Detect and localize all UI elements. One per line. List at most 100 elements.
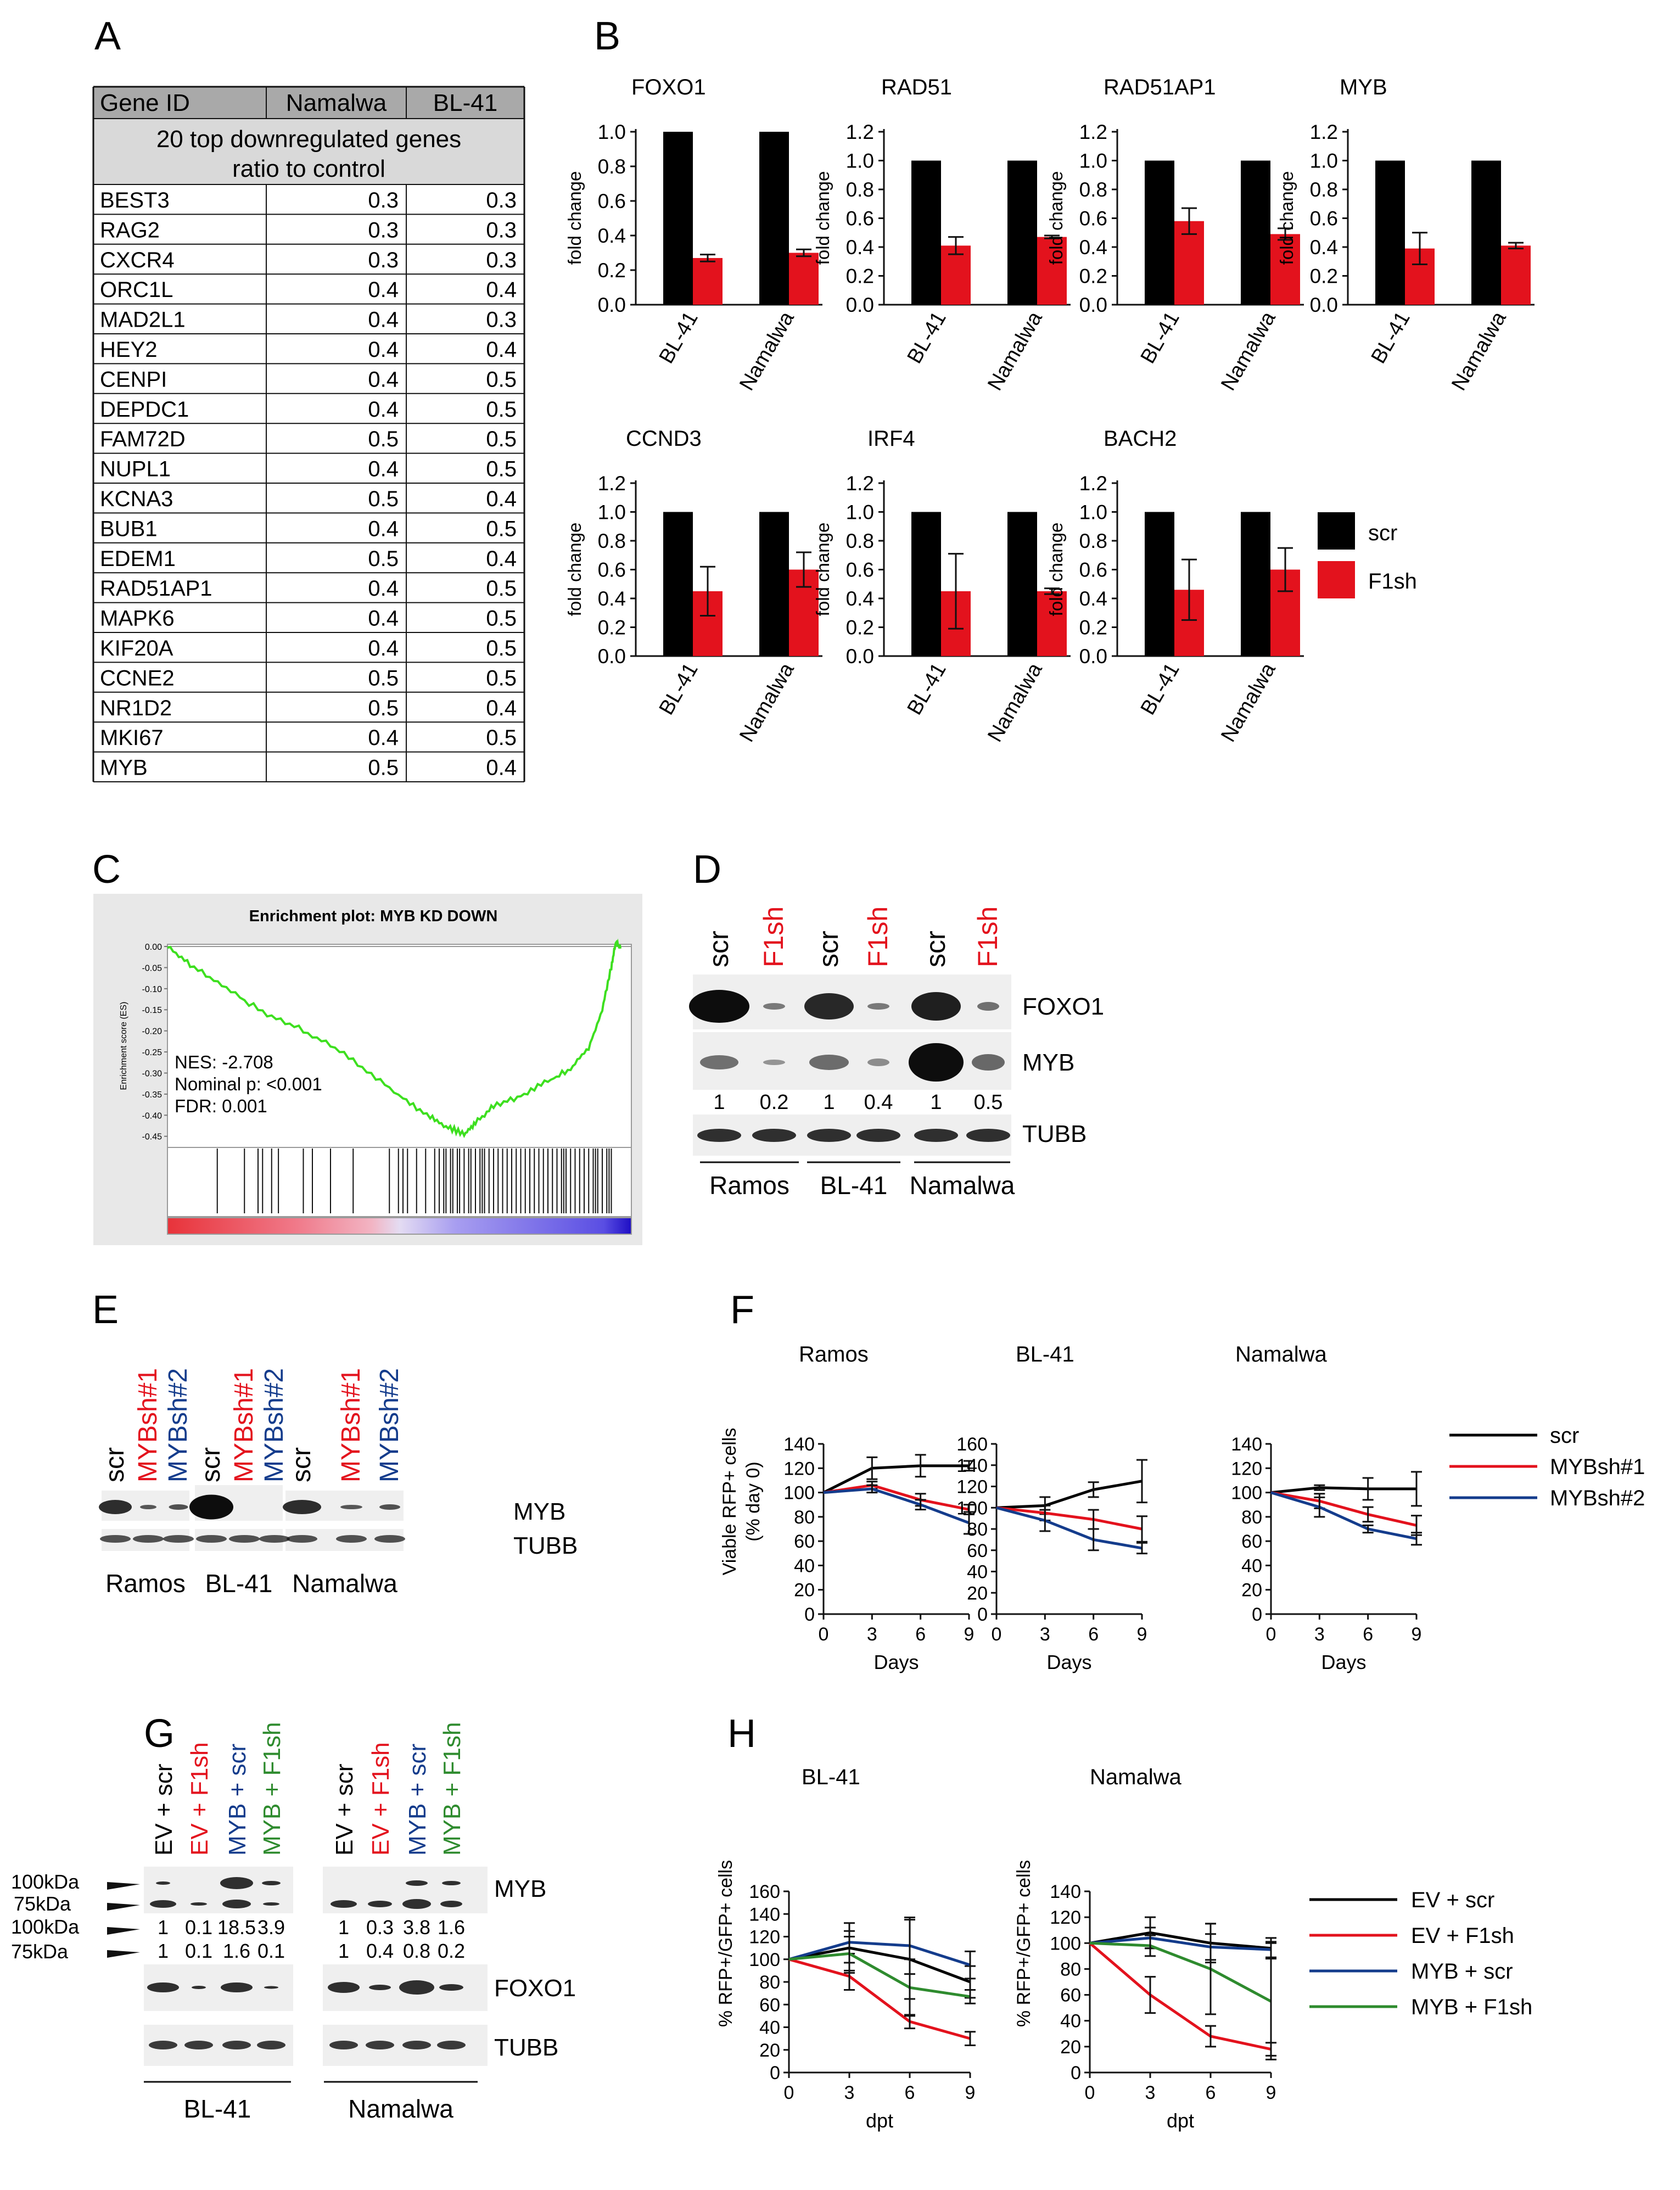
gsea-y-ticks: 0.00 -0.05 -0.10 -0.15 -0.20 -0.25 -0.30 -0.35 -… — [142, 943, 167, 1142]
blot-label-tubb: TUBB — [1022, 1121, 1087, 1147]
band-myb — [809, 1055, 849, 1070]
quant-100kda: 1.6 — [438, 1916, 465, 1939]
band-foxo1 — [369, 1985, 391, 1990]
chart-ylabel: fold change — [1046, 523, 1066, 617]
table-cell-gene: ORC1L — [100, 278, 173, 302]
bar-f1sh — [1174, 221, 1204, 305]
chart-y-tick-label: 100 — [783, 1483, 815, 1504]
chart-x-tick-label: 3 — [1145, 2082, 1156, 2103]
legend-label: MYBsh#2 — [1550, 1486, 1645, 1510]
chart-y-tick-label: 0 — [770, 2063, 780, 2083]
panel-g-western-blot: EV + scr EV + F1sh MYB + scr MYB + F1sh EV +… — [11, 1722, 576, 2123]
chart-x-tick-label: 6 — [1088, 1624, 1099, 1645]
chart-y-tick-label: 100 — [1050, 1933, 1081, 1954]
g-size-label-100-quant: 100kDa — [11, 1915, 80, 1938]
lane-label: scr — [287, 1447, 316, 1482]
bar-chart-irf4: IRF4 fold change 0.0 0.2 0.4 0.6 0.8 1.0 1.2 BL-4… — [813, 427, 1071, 746]
band-myb — [169, 1504, 188, 1510]
table-cell-namalwa: 0.5 — [368, 756, 399, 780]
chart-x-tick-label: Namalwa — [983, 659, 1047, 746]
bar-chart-rad51: RAD51 fold change 0.0 0.2 0.4 0.6 0.8 1.0 1.2 BL-… — [813, 75, 1071, 395]
chart-y-tick-label: 1.2 — [1310, 121, 1338, 143]
chart-y-tick-label: 0.0 — [598, 294, 626, 316]
panel-letter-c: C — [92, 848, 121, 892]
table-cell-bl41: 0.4 — [486, 756, 517, 780]
chart-y-tick-label: 0.0 — [1310, 294, 1338, 316]
gsea-fdr: FDR: 0.001 — [175, 1096, 267, 1116]
chart-y-tick-label: 160 — [956, 1434, 988, 1455]
chart-x-tick-label: 0 — [992, 1624, 1002, 1645]
chart-y-tick-label: 120 — [1050, 1907, 1081, 1928]
band-tubb — [336, 1535, 367, 1543]
quant-75kda: 0.1 — [185, 1940, 212, 1962]
table-header-bg — [93, 87, 524, 119]
chart-x-tick-label: BL-41 — [903, 308, 951, 368]
table-cell-bl41: 0.5 — [486, 457, 517, 481]
band-myb-75kda — [222, 1900, 251, 1908]
lane-label: F1sh — [758, 906, 789, 967]
lane-label: F1sh — [863, 906, 893, 967]
band-myb-75kda — [331, 1900, 357, 1908]
table-cell-gene: BUB1 — [100, 517, 158, 541]
chart-y-tick-label: 0.8 — [1310, 178, 1338, 201]
chart-y-tick-label: 60 — [967, 1541, 988, 1561]
table-row: MYB 0.5 0.4 — [100, 756, 517, 780]
legend-scr-swatch — [1318, 512, 1355, 550]
band-myb — [909, 1043, 964, 1082]
chart-x-tick-label: Namalwa — [1447, 307, 1511, 395]
lane-label: F1sh — [972, 906, 1003, 967]
table-cell-gene: MKI67 — [100, 726, 164, 750]
chart-y-tick-label: 0.4 — [598, 225, 626, 247]
band-foxo1 — [147, 1982, 179, 1992]
table-row: RAG2 0.3 0.3 — [100, 218, 517, 242]
chart-ylabel: fold change — [564, 523, 585, 617]
gsea-es-curve — [167, 938, 621, 1139]
series-line-scr — [996, 1480, 1143, 1509]
table-cell-namalwa: 0.4 — [368, 278, 399, 302]
bar-f1sh — [1501, 245, 1531, 305]
chart-y-tick-label: 0 — [1252, 1604, 1262, 1625]
table-row: NUPL1 0.4 0.5 — [100, 457, 517, 481]
band-foxo1 — [264, 1986, 278, 1989]
chart-y-tick-label: 60 — [759, 1995, 780, 2015]
bar-scr — [1471, 160, 1501, 305]
chart-y-tick-label: 120 — [956, 1477, 988, 1498]
chart-y-tick-label: 20 — [1241, 1580, 1262, 1601]
table-subheader-line1: 20 top downregulated genes — [156, 126, 461, 153]
chart-y-tick-label: 100 — [749, 1950, 780, 1970]
table-cell-gene: MYB — [100, 756, 148, 780]
gsea-y-tick-label: -0.30 — [142, 1069, 163, 1078]
quant-value: 1 — [823, 1091, 835, 1114]
quant-100kda: 1 — [338, 1916, 349, 1939]
series-line-myb-f1sh — [1089, 1941, 1272, 2003]
h-ylabel-2: % RFP+/GFP+ cells — [1013, 1860, 1034, 2027]
band-myb-75kda — [440, 1901, 462, 1907]
table-cell-namalwa: 0.4 — [368, 607, 399, 631]
chart-y-tick-label: 0.6 — [1079, 559, 1107, 581]
table-cell-namalwa: 0.4 — [368, 726, 399, 750]
lane-label: MYB + F1sh — [439, 1722, 466, 1856]
group-label: Namalwa — [348, 2094, 453, 2123]
lane-label: MYBsh#1 — [133, 1368, 163, 1482]
quant-value: 0.4 — [864, 1091, 893, 1114]
chart-ylabel: fold change — [1046, 171, 1066, 265]
bar-scr — [759, 132, 789, 305]
panel-e-bands — [99, 1494, 405, 1543]
chart-y-tick-label: 120 — [749, 1927, 780, 1948]
lane-label: MYB + scr — [224, 1744, 251, 1856]
table-cell-namalwa: 0.5 — [368, 696, 399, 720]
chart-y-tick-label: 1.2 — [598, 472, 626, 495]
chart-x-tick-label: 6 — [1363, 1624, 1373, 1645]
chart-y-tick-label: 0.6 — [846, 208, 874, 230]
gsea-y-tick-label: -0.10 — [142, 985, 163, 994]
panel-g-bands — [147, 1877, 466, 2049]
g-size-label-75-quant: 75kDa — [11, 1940, 69, 1963]
table-cell-gene: RAG2 — [100, 218, 160, 242]
lane-label: MYB + scr — [404, 1744, 431, 1856]
band-tubb — [259, 1535, 290, 1543]
table-cell-bl41: 0.3 — [486, 218, 517, 242]
table-cell-bl41: 0.3 — [486, 308, 517, 332]
band-foxo1 — [192, 1986, 206, 1989]
